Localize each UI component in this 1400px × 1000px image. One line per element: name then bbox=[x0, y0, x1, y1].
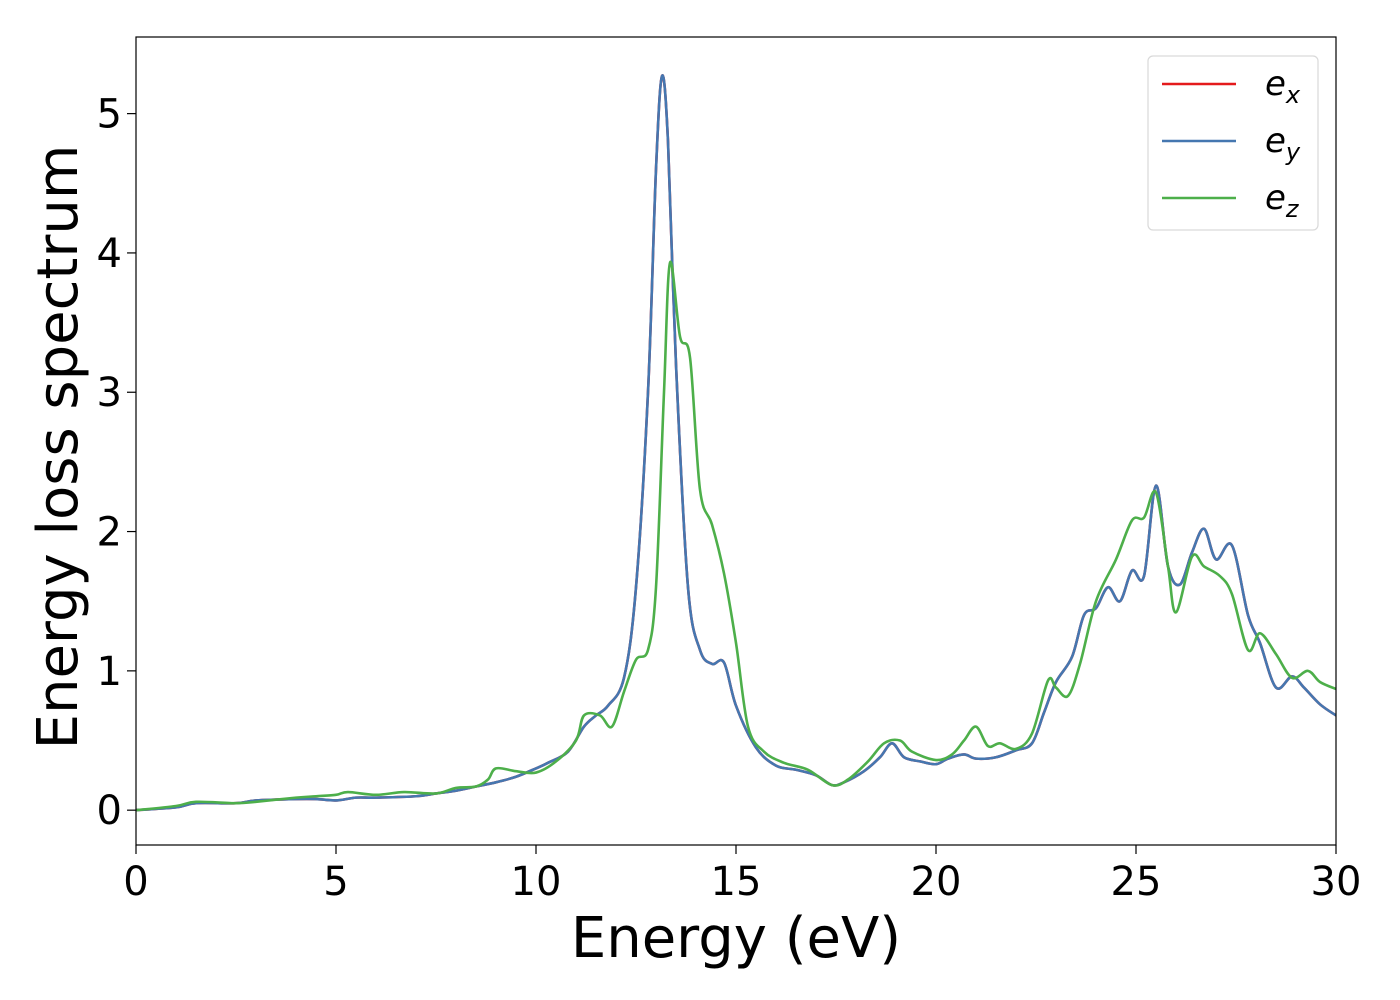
y-tick-label: 0 bbox=[97, 788, 122, 834]
y-tick-label: 4 bbox=[97, 231, 122, 277]
x-tick-label: 25 bbox=[1111, 859, 1162, 905]
x-axis-ticks: 0 5 10 15 20 25 30 bbox=[123, 845, 1361, 905]
x-tick-label: 15 bbox=[711, 859, 762, 905]
x-tick-label: 0 bbox=[123, 859, 148, 905]
x-tick-label: 5 bbox=[323, 859, 348, 905]
y-tick-label: 2 bbox=[97, 510, 122, 556]
y-axis-label: Energy loss spectrum bbox=[26, 145, 91, 750]
series-line-z bbox=[136, 260, 1336, 812]
legend-label-y: ey bbox=[1265, 121, 1301, 166]
series-lines bbox=[136, 74, 1336, 812]
legend-label-x: ex bbox=[1265, 64, 1301, 109]
y-tick-label: 3 bbox=[97, 370, 122, 416]
y-axis-ticks: 0 1 2 3 4 5 bbox=[97, 92, 136, 834]
x-tick-label: 10 bbox=[511, 859, 562, 905]
y-tick-label: 1 bbox=[97, 649, 122, 695]
y-tick-label: 5 bbox=[97, 92, 122, 138]
x-tick-label: 20 bbox=[911, 859, 962, 905]
legend: ex ey ez bbox=[1147, 55, 1319, 231]
x-tick-label: 30 bbox=[1311, 859, 1362, 905]
legend-box bbox=[1147, 55, 1319, 231]
legend-label-z: ez bbox=[1265, 178, 1300, 223]
x-axis-label: Energy (eV) bbox=[571, 906, 901, 971]
